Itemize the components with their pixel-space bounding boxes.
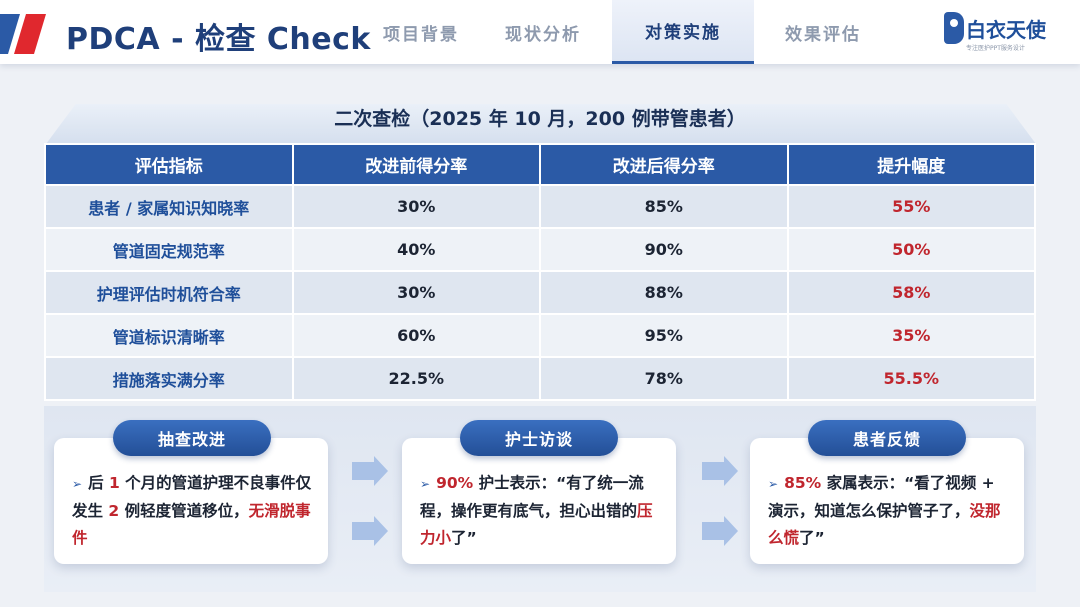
table-row: 管道标识清晰率 60% 95% 35%	[44, 313, 1036, 358]
card-text: ➢ 后 1 个月的管道护理不良事件仅发生 2 例轻度管道移位，无滑脱事件	[72, 470, 318, 552]
before-cell: 30%	[291, 270, 541, 315]
after-cell: 88%	[539, 270, 789, 315]
highlight-number: 90%	[436, 474, 474, 492]
logo-subtext: 专注医护PPT服务设计	[966, 45, 1025, 52]
bullet-arrow-icon: ➢	[768, 477, 779, 491]
before-cell: 40%	[291, 227, 541, 272]
card-text-span: 个月的管道护理不良事件仅发生	[72, 474, 312, 520]
highlight-number: 2	[108, 502, 120, 520]
nurse-interview-label: 护士访谈	[460, 420, 618, 456]
highlight-number: 85%	[784, 474, 822, 492]
table-header-row: 评估指标 改进前得分率 改进后得分率 提升幅度	[44, 143, 1036, 186]
tab-project-background[interactable]: 项目背景	[383, 24, 459, 45]
logo-text: 白衣天使	[966, 18, 1046, 42]
nurse-interview-card: ➢ 90% 护士表示：“有了统一流程，操作更有底气，担心出错的压力小了”	[402, 438, 676, 564]
metric-cell: 管道固定规范率	[44, 227, 294, 272]
chevron-right-icon	[702, 456, 738, 486]
metric-cell: 患者 / 家属知识知晓率	[44, 184, 294, 229]
highlight-text: 没那么慌	[768, 502, 1001, 547]
tab-countermeasures[interactable]: 对策实施	[612, 0, 754, 64]
tab-effect-evaluation[interactable]: 效果评估	[785, 24, 861, 45]
gain-cell: 58%	[786, 270, 1036, 315]
chevron-right-icon	[352, 456, 388, 486]
bullet-arrow-icon: ➢	[420, 477, 431, 491]
before-cell: 30%	[291, 184, 541, 229]
column-header: 提升幅度	[786, 143, 1036, 186]
before-cell: 60%	[291, 313, 541, 358]
card-text: ➢ 85% 家属表示：“看了视频 + 演示，知道怎么保护管子了，没那么慌了”	[768, 470, 1014, 552]
after-cell: 90%	[539, 227, 789, 272]
highlight-text: 压力小	[420, 502, 653, 547]
brand-logo: 白衣天使 专注医护PPT服务设计	[944, 10, 1074, 56]
chevron-right-icon	[702, 516, 738, 546]
card-text: ➢ 90% 护士表示：“有了统一流程，操作更有底气，担心出错的压力小了”	[420, 470, 666, 552]
column-header: 评估指标	[44, 143, 294, 186]
card-text-span: 家属表示：“看了视频 + 演示，知道怎么保护管子了，	[768, 474, 995, 520]
header-bar: PDCA - 检查 Check 项目背景 现状分析 对策实施 效果评估 白衣天使…	[0, 0, 1080, 64]
card-text-span: 了”	[451, 529, 477, 547]
bullet-arrow-icon: ➢	[72, 477, 83, 491]
card-text-span: 护士表示：“有了统一流程，操作更有底气，担心出错的	[420, 474, 644, 520]
chevron-right-icon	[352, 516, 388, 546]
patient-feedback-label: 患者反馈	[808, 420, 966, 456]
card-text-span: 后	[88, 474, 109, 492]
patient-feedback-card: ➢ 85% 家属表示：“看了视频 + 演示，知道怎么保护管子了，没那么慌了”	[750, 438, 1024, 564]
column-header: 改进后得分率	[539, 143, 789, 186]
table-row: 措施落实满分率 22.5% 78% 55.5%	[44, 356, 1036, 401]
logo-p-icon	[944, 12, 964, 44]
column-header: 改进前得分率	[291, 143, 541, 186]
gain-cell: 55.5%	[786, 356, 1036, 401]
spot-check-card: ➢ 后 1 个月的管道护理不良事件仅发生 2 例轻度管道移位，无滑脱事件	[54, 438, 328, 564]
table-row: 护理评估时机符合率 30% 88% 58%	[44, 270, 1036, 315]
metric-cell: 护理评估时机符合率	[44, 270, 294, 315]
results-table: 评估指标 改进前得分率 改进后得分率 提升幅度 患者 / 家属知识知晓率 30%…	[44, 143, 1036, 401]
card-text-span: 例轻度管道移位，	[119, 502, 249, 520]
card-text-span: 了”	[799, 529, 825, 547]
metric-cell: 管道标识清晰率	[44, 313, 294, 358]
gain-cell: 50%	[786, 227, 1036, 272]
gain-cell: 35%	[786, 313, 1036, 358]
tab-status-analysis[interactable]: 现状分析	[505, 24, 581, 45]
table-title-panel	[46, 104, 1036, 144]
table-row: 管道固定规范率 40% 90% 50%	[44, 227, 1036, 272]
after-cell: 95%	[539, 313, 789, 358]
before-cell: 22.5%	[291, 356, 541, 401]
highlight-number: 1	[108, 474, 120, 492]
metric-cell: 措施落实满分率	[44, 356, 294, 401]
after-cell: 85%	[539, 184, 789, 229]
decor-stripes-icon	[0, 14, 46, 54]
gain-cell: 55%	[786, 184, 1036, 229]
highlight-text: 无滑脱事件	[72, 502, 311, 547]
page-title: PDCA - 检查 Check	[66, 22, 371, 57]
spot-check-label: 抽查改进	[113, 420, 271, 456]
after-cell: 78%	[539, 356, 789, 401]
table-row: 患者 / 家属知识知晓率 30% 85% 55%	[44, 184, 1036, 229]
table-title: 二次查检（2025 年 10 月，200 例带管患者）	[334, 108, 746, 130]
